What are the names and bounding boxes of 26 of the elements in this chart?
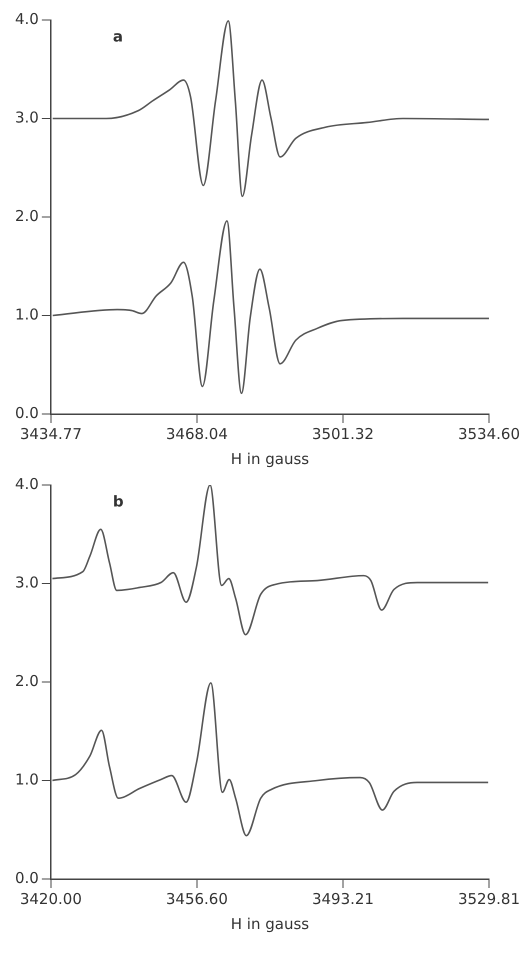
x-tick-label: 3434.77: [20, 424, 82, 443]
y-tick-label: 3.0: [14, 573, 39, 592]
x-tick-label: 3529.81: [458, 890, 520, 908]
line-series: [52, 20, 489, 198]
y-tick-label: 0.0: [14, 404, 39, 422]
line-series: [52, 682, 489, 836]
x-tick-label: 3501.32: [312, 424, 374, 443]
line-series: [52, 485, 489, 636]
y-tick-label: 2.0: [14, 672, 39, 690]
y-tick-label: 2.0: [14, 206, 39, 225]
x-tick-label: 3493.21: [312, 890, 374, 908]
line-series: [52, 220, 489, 394]
x-tick-label: 3420.00: [20, 890, 82, 908]
x-tick-label: 3456.60: [166, 890, 228, 908]
y-tick-label: 1.0: [14, 305, 39, 324]
x-axis-title: H in gauss: [230, 914, 310, 933]
y-tick-label: 1.0: [14, 770, 39, 788]
x-tick-label: 3534.60: [458, 424, 520, 443]
y-tick-label: 3.0: [14, 108, 39, 126]
annotation: a: [112, 27, 123, 46]
y-tick-label: 4.0: [14, 10, 39, 28]
y-tick-label: 4.0: [14, 474, 39, 493]
annotation: b: [112, 492, 124, 510]
y-tick-label: 0.0: [14, 868, 39, 887]
x-axis-title: H in gauss: [230, 450, 310, 468]
x-tick-label: 3468.04: [166, 424, 228, 443]
